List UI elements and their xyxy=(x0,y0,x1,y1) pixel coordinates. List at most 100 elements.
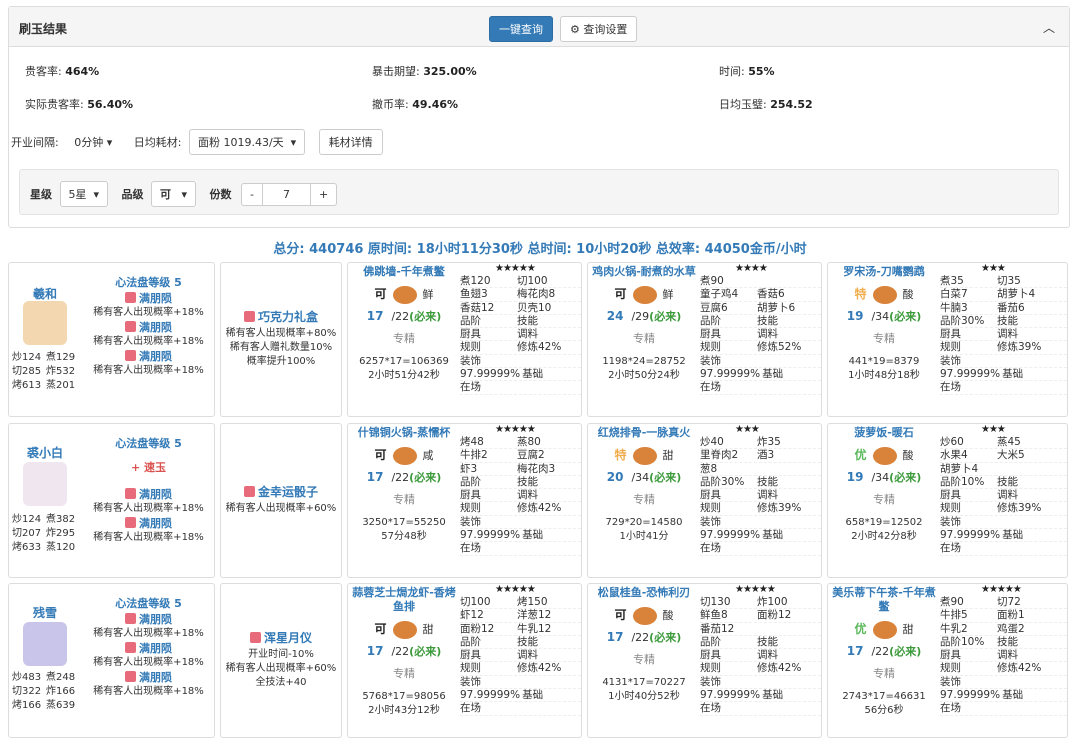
label: 品级 xyxy=(121,188,144,201)
grid-cell: 厨具 xyxy=(940,328,961,341)
grid-row: 装饰 xyxy=(940,515,1067,530)
value: 面粉 1019.43/天 xyxy=(197,136,284,149)
formula: 1198*24=28752 xyxy=(602,356,686,367)
quality: 优 xyxy=(854,448,867,462)
grid-row: 品阶10% 技能 xyxy=(940,635,1067,650)
grid-cell: 胡萝卜4 xyxy=(997,288,1036,301)
collapse-icon[interactable]: ︿ xyxy=(1042,21,1055,35)
minus-button[interactable]: - xyxy=(242,184,264,205)
grid-row: 白菜7 胡萝卜4 xyxy=(940,288,1067,302)
recipe-name: 什锦铜火锅-蒸懦杯 xyxy=(357,426,451,439)
grid-cell: 在场 xyxy=(940,702,961,715)
avatar xyxy=(23,622,67,666)
formula: 6257*17=106369 xyxy=(359,356,449,367)
quality: 可 xyxy=(614,608,627,622)
buff-desc: 稀有客人出现概率+18% xyxy=(93,365,204,376)
summary: 总分: 440746 原时间: 18小时11分30秒 总时间: 10小时20秒 … xyxy=(273,242,807,257)
grid-cell: 品阶10% xyxy=(940,635,985,648)
grid-cell: 装饰 xyxy=(460,515,481,528)
grid-cell: 技能 xyxy=(997,314,1018,327)
must-come: (必来) xyxy=(889,310,922,323)
grid-row: 97.99999% 基础 xyxy=(940,368,1067,382)
plus-button[interactable]: + xyxy=(310,184,336,205)
stat: 贵客率: 464% xyxy=(25,63,365,79)
grid-cell: 调料 xyxy=(997,328,1018,341)
cost-button[interactable]: 耗材详情 xyxy=(318,129,383,155)
buff-name: 满朋陨 xyxy=(139,292,172,305)
stars: ★★★★★ xyxy=(735,584,776,595)
grid-cell: 修炼42% xyxy=(517,502,562,515)
must-come: (必来) xyxy=(409,645,442,658)
buff-icon xyxy=(125,517,136,528)
grid-row: 在场 xyxy=(940,702,1067,716)
settings-button[interactable]: ⚙ 查询设置 xyxy=(560,16,638,42)
buff-name: 满朋陨 xyxy=(139,671,172,684)
buff-name: 满朋陨 xyxy=(139,517,172,530)
stat: 日均玉璧: 254.52 xyxy=(719,96,1059,112)
stat-value: 49.46% xyxy=(412,98,459,111)
recipe-left: 美乐蒂下午茶-千年煮鳖优甜 17/22(必来) 专精 2743*17=46631 56分… xyxy=(828,586,940,718)
count: 17 xyxy=(366,309,384,323)
grid-cell: 品阶30% xyxy=(700,475,745,488)
stat-value: 55% xyxy=(748,65,775,78)
stat: 暴击期望: 325.00% xyxy=(372,63,712,79)
buff-title: 满朋陨 xyxy=(81,517,214,531)
interval-dropdown[interactable]: 0分钟 ▾ xyxy=(66,130,121,154)
grid-row: 厨具 调料 xyxy=(700,649,821,663)
grid-cell: 装饰 xyxy=(460,675,481,688)
grid-cell: 番茄6 xyxy=(997,301,1025,314)
query-button[interactable]: 一键查询 xyxy=(489,16,553,42)
chef-stat: 炒124 xyxy=(12,514,42,525)
taste: 鲜 xyxy=(422,288,434,301)
grid-cell: 番茄12 xyxy=(700,622,735,635)
grid-cell: 贝壳10 xyxy=(517,301,552,314)
cost-select[interactable]: 面粉 1019.43/天 ▾ xyxy=(188,129,306,155)
quality: 可 xyxy=(374,287,387,301)
stars: ★★★ xyxy=(981,263,1006,274)
grade-select[interactable]: 可 ▾ xyxy=(151,181,197,207)
buff-column: 心法盘等级 5 满朋陨 稀有客人出现概率+18% 满朋陨 稀有客人出现概率+18% 满朋陨… xyxy=(81,276,214,378)
grid-row: 品阶 技能 xyxy=(460,636,581,650)
grid-cell: 煮35 xyxy=(940,275,964,287)
chef-card: 羲和 炒124 煮129 切285 炸532 烤613 蒸201 心法盘等级 5 满朋陨 稀有客人… xyxy=(8,262,215,417)
dish-icon xyxy=(392,447,417,465)
equip-effect: 稀有客人赠礼数量10%概率提升100% xyxy=(229,342,333,367)
grid-cell: 技能 xyxy=(757,475,778,488)
buff-column: 心法盘等级 5 满朋陨 稀有客人出现概率+18% 满朋陨 稀有客人出现概率+18% 满朋陨… xyxy=(81,597,214,699)
equip-name: 巧克力礼盒 xyxy=(257,310,318,324)
equip-card: 金幸运骰子 稀有客人出现概率+60% xyxy=(220,423,342,578)
grid-cell: 装饰 xyxy=(940,515,961,528)
grid-row: 品阶30% 技能 xyxy=(940,314,1067,329)
stat-label: 撤币率: xyxy=(372,98,409,111)
portion-value[interactable]: 7 xyxy=(283,188,291,201)
grid-cell: 装饰 xyxy=(940,354,961,367)
formula: 3250*17=55250 xyxy=(362,517,446,528)
grid-cell: 装饰 xyxy=(940,675,961,688)
filter-box: 星级 5星 ▾ 品级 可 ▾ 份数 - 7 + xyxy=(19,169,1059,215)
portion-input: - 7 + xyxy=(241,183,338,206)
dish-icon xyxy=(392,621,417,639)
grid-row: 炒40 炸35 xyxy=(700,436,821,450)
stat-value: 56.40% xyxy=(87,98,134,111)
grid-cell: 牛排5 xyxy=(940,609,968,622)
quality-row: 可甜 xyxy=(348,618,460,640)
grid-cell: 97.99999% xyxy=(700,368,761,381)
grid-cell: 调料 xyxy=(517,649,538,662)
grid-row: 厨具 调料 xyxy=(700,328,821,342)
grid-cell: 蒸45 xyxy=(997,436,1021,448)
label: 份数 xyxy=(209,188,232,201)
buff-title: 满朋陨 xyxy=(81,292,214,306)
recipe-left: 红烧排骨-一脉真火特甜 20/34(必来) 专精 729*20=14580 1小时41分 xyxy=(588,426,700,544)
grid-row: 装饰 xyxy=(700,355,821,369)
grid-cell: 调料 xyxy=(517,489,538,502)
grid-cell: 厨具 xyxy=(460,489,481,502)
star-select[interactable]: 5星 ▾ xyxy=(59,181,109,207)
count: 20 xyxy=(606,470,624,484)
grid-cell: 修炼39% xyxy=(997,341,1042,354)
grid-cell: 在场 xyxy=(940,381,961,394)
grid-cell: 规则 xyxy=(940,662,961,675)
grid-cell: 品阶 xyxy=(460,475,481,488)
grid-row: 在场 xyxy=(460,702,581,716)
skill: 专精 xyxy=(393,493,415,506)
